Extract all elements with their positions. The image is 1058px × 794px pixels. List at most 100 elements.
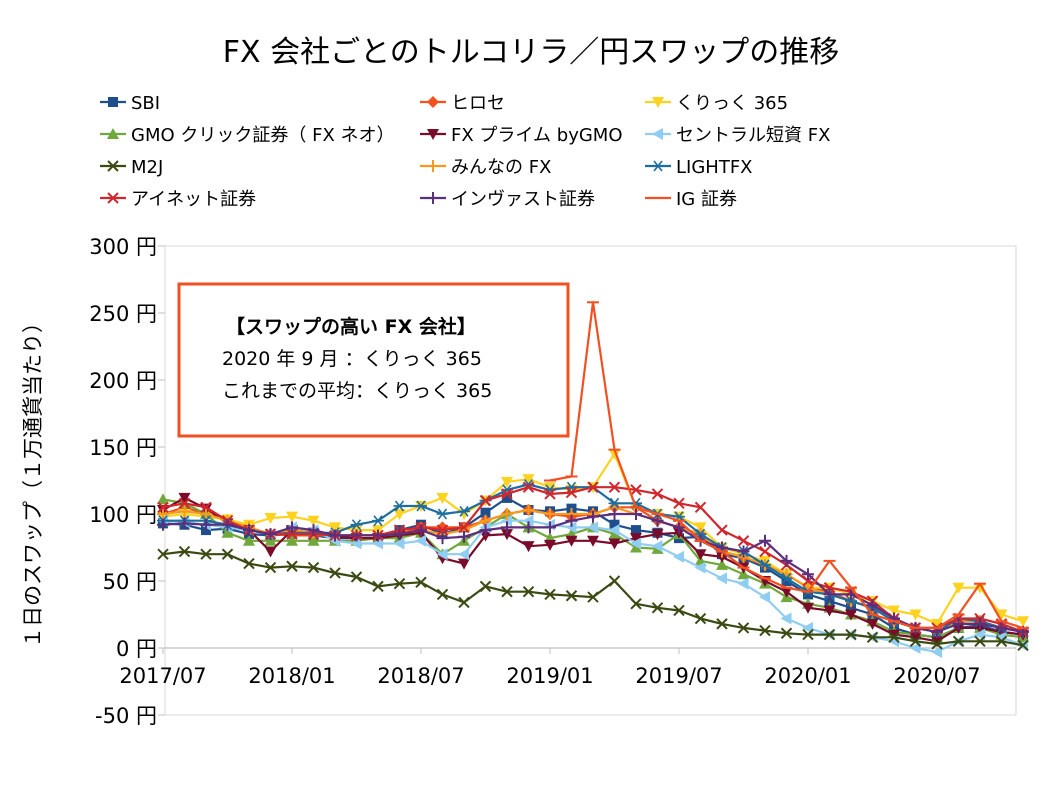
data-point (243, 557, 255, 570)
data-point (630, 598, 642, 610)
data-point (329, 529, 341, 542)
data-point (694, 549, 707, 561)
legend-marker (427, 160, 439, 172)
data-point (178, 505, 191, 518)
data-point (264, 528, 277, 541)
data-point (372, 580, 384, 593)
legend-label: IG 証券 (676, 189, 737, 210)
data-point (286, 560, 298, 572)
data-point (393, 509, 406, 520)
data-point (781, 576, 792, 586)
data-point (436, 548, 448, 561)
data-point (350, 571, 363, 583)
data-point (544, 588, 556, 601)
data-point (1017, 639, 1029, 652)
data-point (307, 515, 320, 527)
data-point (501, 529, 513, 541)
data-point (501, 508, 513, 520)
data-point (243, 524, 255, 537)
data-point (630, 537, 641, 550)
data-point (372, 515, 384, 527)
legend-label: GMO クリック証券（ FX ネオ） (131, 125, 395, 146)
x-axis-ticks: 2017/07 2018/01 2018/07 2019/01 2019/07 2020/… (119, 648, 981, 688)
data-point (415, 534, 426, 547)
data-point (630, 484, 642, 496)
data-point (866, 631, 879, 643)
legend-label: インヴァスト証券 (451, 189, 595, 210)
data-point (1017, 616, 1029, 628)
data-point (522, 481, 535, 493)
data-point (565, 486, 578, 499)
data-point (931, 646, 942, 659)
data-point (350, 519, 363, 531)
legend-item: M2J (100, 157, 163, 178)
data-point (931, 638, 943, 650)
data-point (802, 568, 814, 581)
data-point (759, 545, 771, 558)
data-point (544, 539, 556, 551)
x-tick-label: 2020/07 (893, 664, 980, 688)
data-point (780, 586, 793, 598)
data-point (673, 497, 685, 509)
legend-item: アイネット証券 (100, 189, 256, 210)
data-point (178, 517, 191, 530)
data-point (157, 508, 169, 520)
x-tick-label: 2019/01 (506, 664, 593, 688)
data-point (608, 481, 621, 493)
data-point (522, 474, 535, 486)
data-point (436, 492, 449, 504)
data-point (931, 636, 943, 648)
data-point (716, 524, 728, 536)
data-point (673, 604, 685, 617)
legend-label: M2J (131, 157, 163, 178)
data-point (974, 582, 986, 594)
data-point (888, 605, 900, 617)
data-point (587, 510, 599, 523)
x-tick-label: 2017/07 (119, 664, 206, 688)
legend-label: セントラル短資 FX (676, 125, 830, 146)
data-point (673, 550, 684, 563)
data-point (458, 521, 470, 534)
data-point (458, 558, 470, 570)
data-point (157, 493, 169, 505)
y-tick-label: -50 円 (95, 704, 157, 728)
data-point (157, 518, 169, 531)
data-point (264, 534, 277, 546)
data-point (995, 635, 1008, 648)
data-point (501, 521, 513, 534)
data-point (909, 632, 922, 644)
y-axis-ticks: 300 円 250 円 200 円 150 円 100 円 50 円 0 円 -50 円 (89, 235, 165, 728)
data-point (479, 580, 492, 593)
data-point (608, 524, 620, 537)
legend-item: LIGHTFX (645, 157, 753, 178)
series-ig (544, 301, 1029, 629)
data-point (587, 521, 598, 534)
data-point (673, 521, 685, 534)
data-point (651, 514, 664, 527)
legend-item: IG 証券 (645, 189, 737, 210)
data-point (651, 602, 664, 614)
data-point (823, 605, 836, 617)
data-point (501, 488, 513, 500)
legend-marker (652, 128, 663, 140)
data-point (415, 500, 427, 512)
data-point (565, 514, 578, 527)
data-point (200, 518, 212, 531)
data-point (286, 521, 298, 534)
data-point (909, 635, 922, 648)
y-tick-label: 50 円 (103, 570, 157, 594)
data-point (522, 541, 535, 553)
data-point (974, 628, 985, 641)
data-point (609, 519, 620, 530)
data-point (780, 627, 793, 639)
data-point (630, 541, 642, 553)
data-point (909, 609, 922, 621)
data-point (587, 591, 599, 603)
data-point (888, 629, 900, 641)
legend-marker (427, 192, 439, 204)
data-point (587, 481, 599, 493)
data-point (694, 501, 707, 514)
data-point (178, 492, 191, 504)
data-point (415, 576, 427, 589)
